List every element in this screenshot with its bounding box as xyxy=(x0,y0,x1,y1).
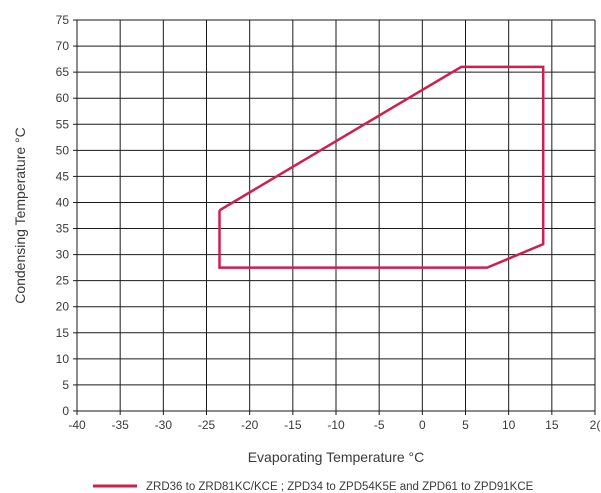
x-tick-label: -10 xyxy=(327,418,345,432)
y-tick-label: 50 xyxy=(56,143,70,157)
x-tick-label: -15 xyxy=(284,418,302,432)
y-tick-label: 0 xyxy=(62,404,69,418)
y-tick-label: 5 xyxy=(62,378,69,392)
y-tick-label: 10 xyxy=(56,352,70,366)
x-tick-label: 15 xyxy=(545,418,559,432)
x-tick-label: -5 xyxy=(374,418,385,432)
x-tick-label: 2( xyxy=(590,418,601,432)
x-tick-label: 5 xyxy=(462,418,469,432)
x-tick-label: -40 xyxy=(68,418,86,432)
series-layer xyxy=(218,65,545,269)
x-axis-title: Evaporating Temperature °C xyxy=(248,449,425,465)
envelope-series-line xyxy=(218,65,545,269)
x-tick-label: -35 xyxy=(111,418,129,432)
x-tick-label: -30 xyxy=(155,418,173,432)
y-tick-label: 45 xyxy=(56,169,70,183)
y-tick-label: 70 xyxy=(56,39,70,53)
y-tick-label: 25 xyxy=(56,274,70,288)
y-axis-ticks: 0 5 10 15 20 25 30 35 40 45 50 55 60 65 70 75 xyxy=(56,13,77,418)
y-axis-title: Condensing Temperature °C xyxy=(12,127,28,304)
x-tick-label: 10 xyxy=(502,418,516,432)
grid xyxy=(76,19,596,412)
x-axis-ticks: -40 -35 -30 -25 -20 -15 -10 -5 0 5 10 15 2( xyxy=(68,411,600,432)
x-tick-label: -25 xyxy=(198,418,216,432)
y-tick-label: 55 xyxy=(56,117,70,131)
x-tick-label: -20 xyxy=(241,418,259,432)
y-tick-label: 40 xyxy=(56,195,70,209)
y-tick-label: 35 xyxy=(56,222,70,236)
legend: ZRD36 to ZRD81KC/KCE ; ZPD34 to ZPD54K5E… xyxy=(93,481,534,493)
y-tick-label: 60 xyxy=(56,91,70,105)
y-tick-label: 30 xyxy=(56,248,70,262)
y-tick-label: 20 xyxy=(56,300,70,314)
y-tick-label: 15 xyxy=(56,326,70,340)
y-tick-label: 75 xyxy=(56,13,70,27)
x-tick-label: 0 xyxy=(419,418,426,432)
y-tick-label: 65 xyxy=(56,65,70,79)
legend-label: ZRD36 to ZRD81KC/KCE ; ZPD34 to ZPD54K5E… xyxy=(146,481,534,493)
